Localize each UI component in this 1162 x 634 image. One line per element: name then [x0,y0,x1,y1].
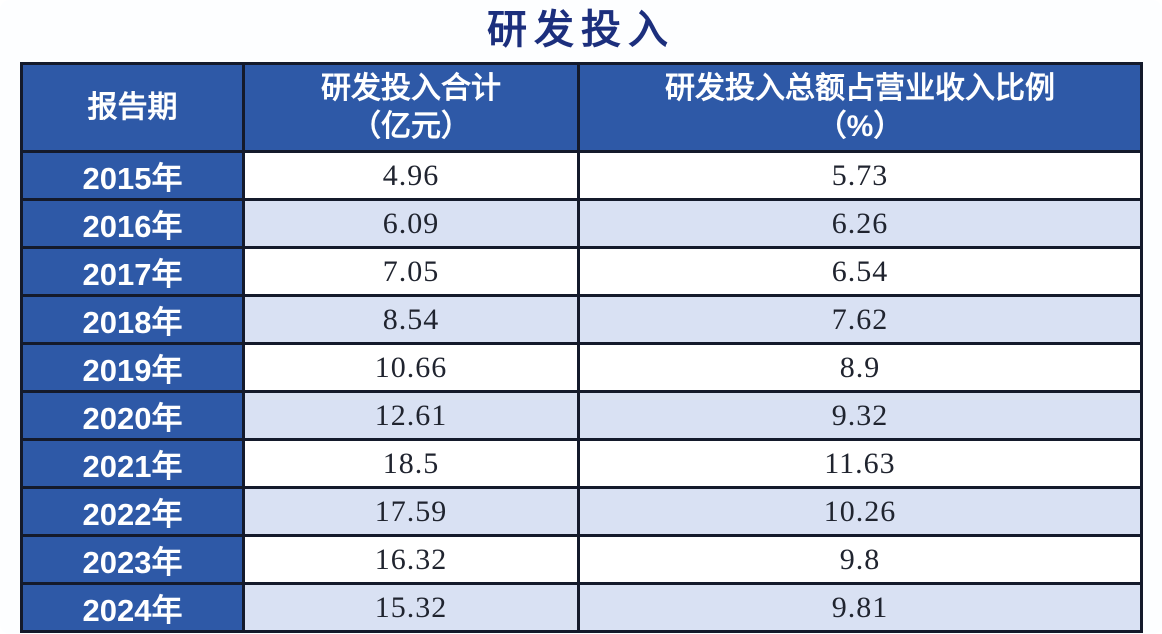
header-row: 报告期 研发投入合计 （亿元） 研发投入总额占营业收入比例 （%） [20,62,1143,153]
ratio-cell: 9.81 [577,582,1143,633]
table-row: 2022年 17.59 10.26 [20,486,1143,537]
table-row: 2018年 8.54 7.62 [20,294,1143,345]
ratio-cell: 9.32 [577,390,1143,441]
header-rd-total-line1: 研发投入合计 [321,72,501,105]
table-row: 2019年 10.66 8.9 [20,342,1143,393]
ratio-cell: 9.8 [577,534,1143,585]
period-cell: 2019年 [20,342,245,393]
total-cell: 8.54 [242,294,580,345]
header-report-period-label: 报告期 [87,90,178,124]
period-cell: 2015年 [20,150,245,201]
ratio-cell: 6.26 [577,198,1143,249]
total-cell: 18.5 [242,438,580,489]
header-rd-total-line2: （亿元） [351,109,471,143]
header-report-period: 报告期 [20,62,245,153]
total-cell: 15.32 [242,582,580,633]
period-cell: 2017年 [20,246,245,297]
period-cell: 2023年 [20,534,245,585]
table-row: 2016年 6.09 6.26 [20,198,1143,249]
ratio-cell: 10.26 [577,486,1143,537]
total-cell: 6.09 [242,198,580,249]
period-cell: 2022年 [20,486,245,537]
ratio-cell: 6.54 [577,246,1143,297]
rd-investment-table: 报告期 研发投入合计 （亿元） 研发投入总额占营业收入比例 （%） 2015年 … [20,62,1143,633]
table-row: 2021年 18.5 11.63 [20,438,1143,489]
ratio-cell: 8.9 [577,342,1143,393]
period-cell: 2020年 [20,390,245,441]
table-row: 2017年 7.05 6.54 [20,246,1143,297]
total-cell: 16.32 [242,534,580,585]
header-rd-total: 研发投入合计 （亿元） [242,62,580,153]
period-cell: 2024年 [20,582,245,633]
total-cell: 12.61 [242,390,580,441]
table-row: 2023年 16.32 9.8 [20,534,1143,585]
total-cell: 4.96 [242,150,580,201]
table-row: 2020年 12.61 9.32 [20,390,1143,441]
total-cell: 17.59 [242,486,580,537]
header-rd-ratio-line2: （%） [816,109,904,143]
ratio-cell: 11.63 [577,438,1143,489]
table-row: 2024年 15.32 9.81 [20,582,1143,633]
page-title: 研发投入 [487,7,675,52]
header-rd-ratio-line1: 研发投入总额占营业收入比例 [665,72,1055,105]
ratio-cell: 7.62 [577,294,1143,345]
total-cell: 10.66 [242,342,580,393]
period-cell: 2018年 [20,294,245,345]
total-cell: 7.05 [242,246,580,297]
ratio-cell: 5.73 [577,150,1143,201]
header-rd-ratio: 研发投入总额占营业收入比例 （%） [577,62,1143,153]
table-row: 2015年 4.96 5.73 [20,150,1143,201]
period-cell: 2016年 [20,198,245,249]
period-cell: 2021年 [20,438,245,489]
